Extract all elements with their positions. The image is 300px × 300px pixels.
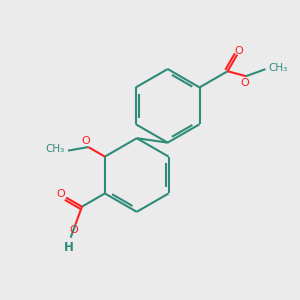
Text: O: O: [82, 136, 90, 146]
Text: O: O: [240, 78, 249, 88]
Text: O: O: [56, 189, 65, 199]
Text: O: O: [70, 225, 79, 235]
Text: CH₃: CH₃: [45, 144, 64, 154]
Text: O: O: [235, 46, 244, 56]
Text: H: H: [64, 242, 74, 254]
Text: CH₃: CH₃: [268, 63, 287, 73]
